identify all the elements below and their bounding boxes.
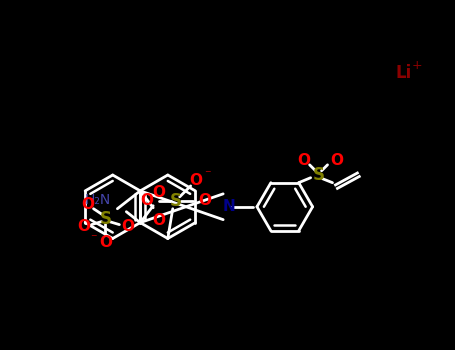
Text: O: O [297, 153, 310, 168]
Text: O: O [330, 153, 343, 168]
Text: O: O [81, 197, 94, 212]
Text: O: O [198, 193, 211, 208]
Text: ⁻: ⁻ [204, 168, 211, 182]
Text: S: S [100, 210, 111, 228]
Text: O: O [152, 186, 166, 200]
Text: O: O [189, 174, 202, 188]
Text: O: O [77, 219, 90, 234]
Text: S: S [170, 192, 182, 210]
Text: O: O [99, 235, 112, 250]
Text: O: O [121, 219, 134, 234]
Text: +: + [411, 60, 422, 72]
Text: S: S [313, 166, 324, 184]
Text: O: O [152, 213, 166, 228]
Text: O: O [141, 193, 153, 208]
Text: N: N [223, 199, 236, 214]
Text: Li: Li [396, 64, 412, 82]
Text: H₂N: H₂N [84, 193, 111, 207]
Text: ⁻: ⁻ [90, 232, 97, 245]
